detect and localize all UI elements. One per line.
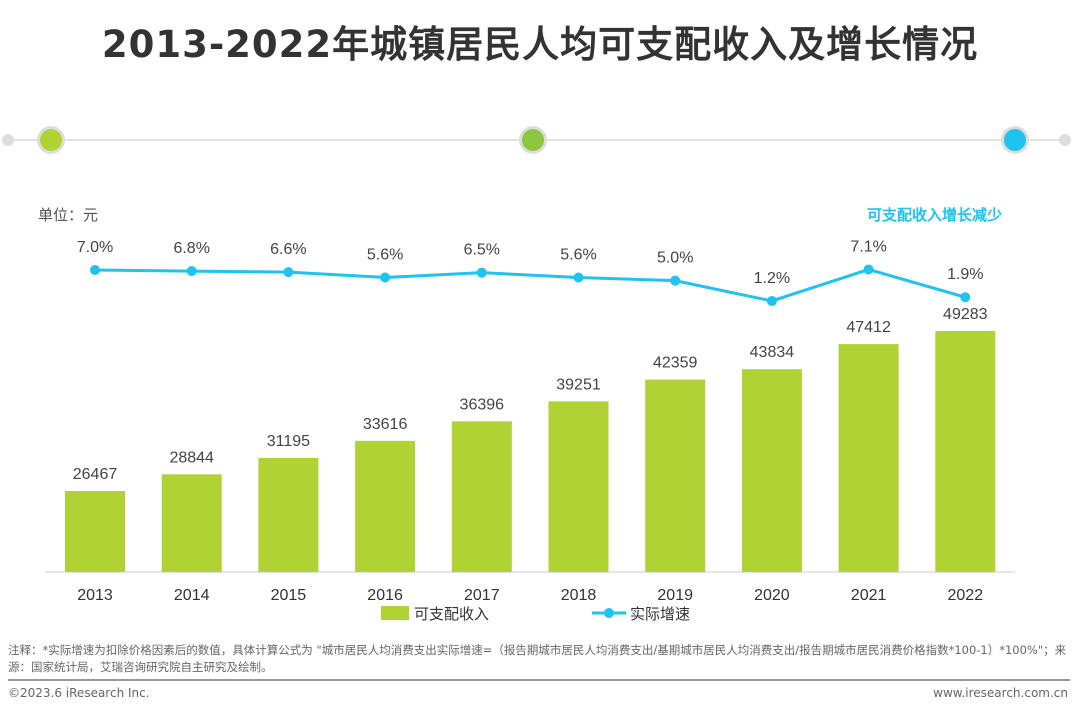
growth-point [380,272,391,283]
unit-label: 单位：元 [38,206,99,224]
copyright: ©2023.6 iResearch Inc. [8,686,150,700]
bar [355,440,416,572]
legend-line-marker [604,608,614,618]
page-title: 2013-2022年城镇居民人均可支配收入及增长情况 [101,23,979,66]
legend-line-label: 实际增速 [630,605,690,623]
bar-label: 28844 [169,449,214,466]
growth-label: 1.9% [947,266,983,283]
chart: 26467 2013 28844 2014 31195 2015 33616 2016 3639… [45,238,1015,623]
bar [161,474,222,572]
x-tick-label: 2022 [948,587,984,604]
bar [838,344,899,572]
decorative-dot [40,129,62,151]
footnote: 注释：*实际增速为扣除价格因素后的数值，具体计算公式为 "城市居民人均消费支出实… [8,643,1067,674]
annotation: 可支配收入增长减少 [866,206,1002,224]
bar-label: 33616 [363,416,408,433]
growth-point [766,295,777,306]
legend-bar-swatch [381,606,409,620]
x-tick-label: 2019 [657,587,693,604]
x-tick-label: 2014 [174,587,210,604]
growth-label: 7.1% [850,238,886,255]
decorative-dot [522,129,544,151]
bar [645,379,706,572]
growth-label: 6.8% [173,240,209,257]
growth-point [573,272,584,283]
growth-label: 5.6% [560,246,596,263]
x-tick-label: 2013 [77,587,113,604]
growth-point [90,265,100,275]
decorative-dot [1059,134,1071,146]
growth-point [283,267,294,278]
growth-point [863,264,874,275]
growth-label: 6.5% [464,242,500,259]
growth-label: 6.6% [270,241,306,258]
bar [935,330,996,572]
decorative-dot [2,134,14,146]
bar-label: 47412 [846,319,891,336]
bar [65,490,125,572]
bar-label: 49283 [943,306,988,323]
bar-label: 42359 [653,355,698,372]
growth-point [960,292,971,303]
bar [741,369,802,572]
growth-label: 5.6% [367,246,403,263]
bar [451,421,512,572]
bar-label: 31195 [267,433,310,450]
website: www.iresearch.com.cn [933,686,1068,700]
bar-label: 36396 [460,396,505,413]
bar [258,457,319,572]
growth-label: 7.0% [77,239,113,256]
x-tick-label: 2018 [561,587,597,604]
x-tick-label: 2020 [754,587,790,604]
growth-point [670,275,681,286]
divider [8,679,1070,681]
bar-label: 43834 [750,344,795,361]
bar [548,401,609,572]
growth-label: 1.2% [754,270,790,287]
x-tick-label: 2017 [464,587,500,604]
growth-line [94,267,966,303]
x-tick-label: 2016 [367,587,403,604]
x-tick-label: 2015 [271,587,307,604]
decorative-dot [1004,129,1026,151]
growth-point [476,267,487,278]
x-tick-label: 2021 [851,587,887,604]
growth-label: 5.0% [657,250,693,267]
growth-point [186,266,197,277]
bar-label: 39251 [556,376,601,393]
bar-label: 26467 [73,466,118,483]
legend-bar-label: 可支配收入 [414,605,489,623]
